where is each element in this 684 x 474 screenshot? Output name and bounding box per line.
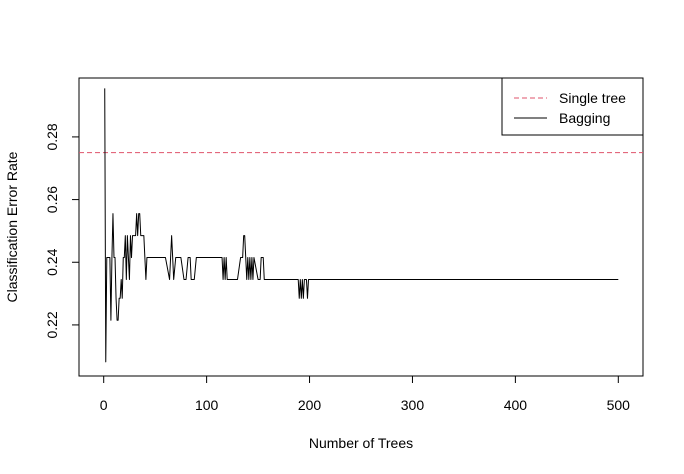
x-axis-label: Number of Trees — [309, 435, 413, 451]
legend-label-bagging: Bagging — [559, 110, 610, 126]
y-tick-label: 0.26 — [44, 186, 60, 213]
legend-box — [501, 77, 644, 136]
x-tick-label: 100 — [195, 397, 219, 413]
axes: 0 100 200 300 400 500 0.22 0.24 0.26 0.28 — [44, 123, 630, 413]
series-line-bagging — [104, 88, 619, 363]
x-tick-label: 400 — [504, 397, 528, 413]
y-tick-label: 0.24 — [44, 248, 60, 275]
y-axis-label: Classification Error Rate — [4, 151, 20, 302]
y-tick-label: 0.28 — [44, 123, 60, 150]
x-tick-label: 300 — [401, 397, 425, 413]
legend-label-single-tree: Single tree — [559, 90, 626, 106]
x-tick-label: 200 — [298, 397, 322, 413]
legend: Single tree Bagging — [501, 77, 644, 136]
series-group — [79, 88, 643, 363]
x-tick-label: 0 — [100, 397, 108, 413]
x-tick-label: 500 — [607, 397, 631, 413]
y-tick-label: 0.22 — [44, 311, 60, 338]
